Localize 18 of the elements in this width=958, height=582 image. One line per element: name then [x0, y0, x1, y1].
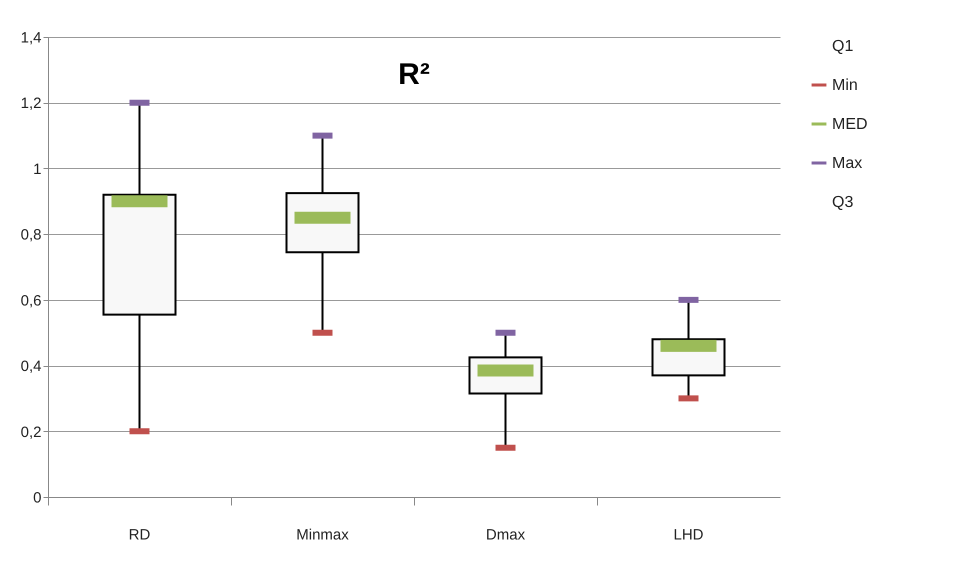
y-tick-label: 1 [33, 160, 42, 178]
text: Q3 [832, 194, 854, 211]
y-tick-label: 0,4 [20, 358, 42, 376]
y-tick-label: 1,4 [20, 30, 42, 46]
y-tick-label: 0,2 [20, 424, 42, 441]
y-tick-label: 0 [33, 490, 42, 506]
x-tick-label: Minmax [296, 526, 350, 544]
x-tick-label: RD [128, 526, 150, 544]
text: R² [398, 58, 430, 91]
legend-label: Max [832, 155, 862, 172]
x-tick-label: LHD [673, 526, 704, 544]
y-tick-label: 1,2 [20, 95, 42, 112]
y-tick-label: 0,6 [20, 292, 42, 310]
y-tick-label: 0,8 [20, 226, 42, 244]
text: Q1 [832, 38, 854, 55]
legend-label: MED [832, 116, 868, 133]
legend-label: Min [832, 77, 858, 94]
x-tick-label: Dmax [486, 526, 526, 544]
